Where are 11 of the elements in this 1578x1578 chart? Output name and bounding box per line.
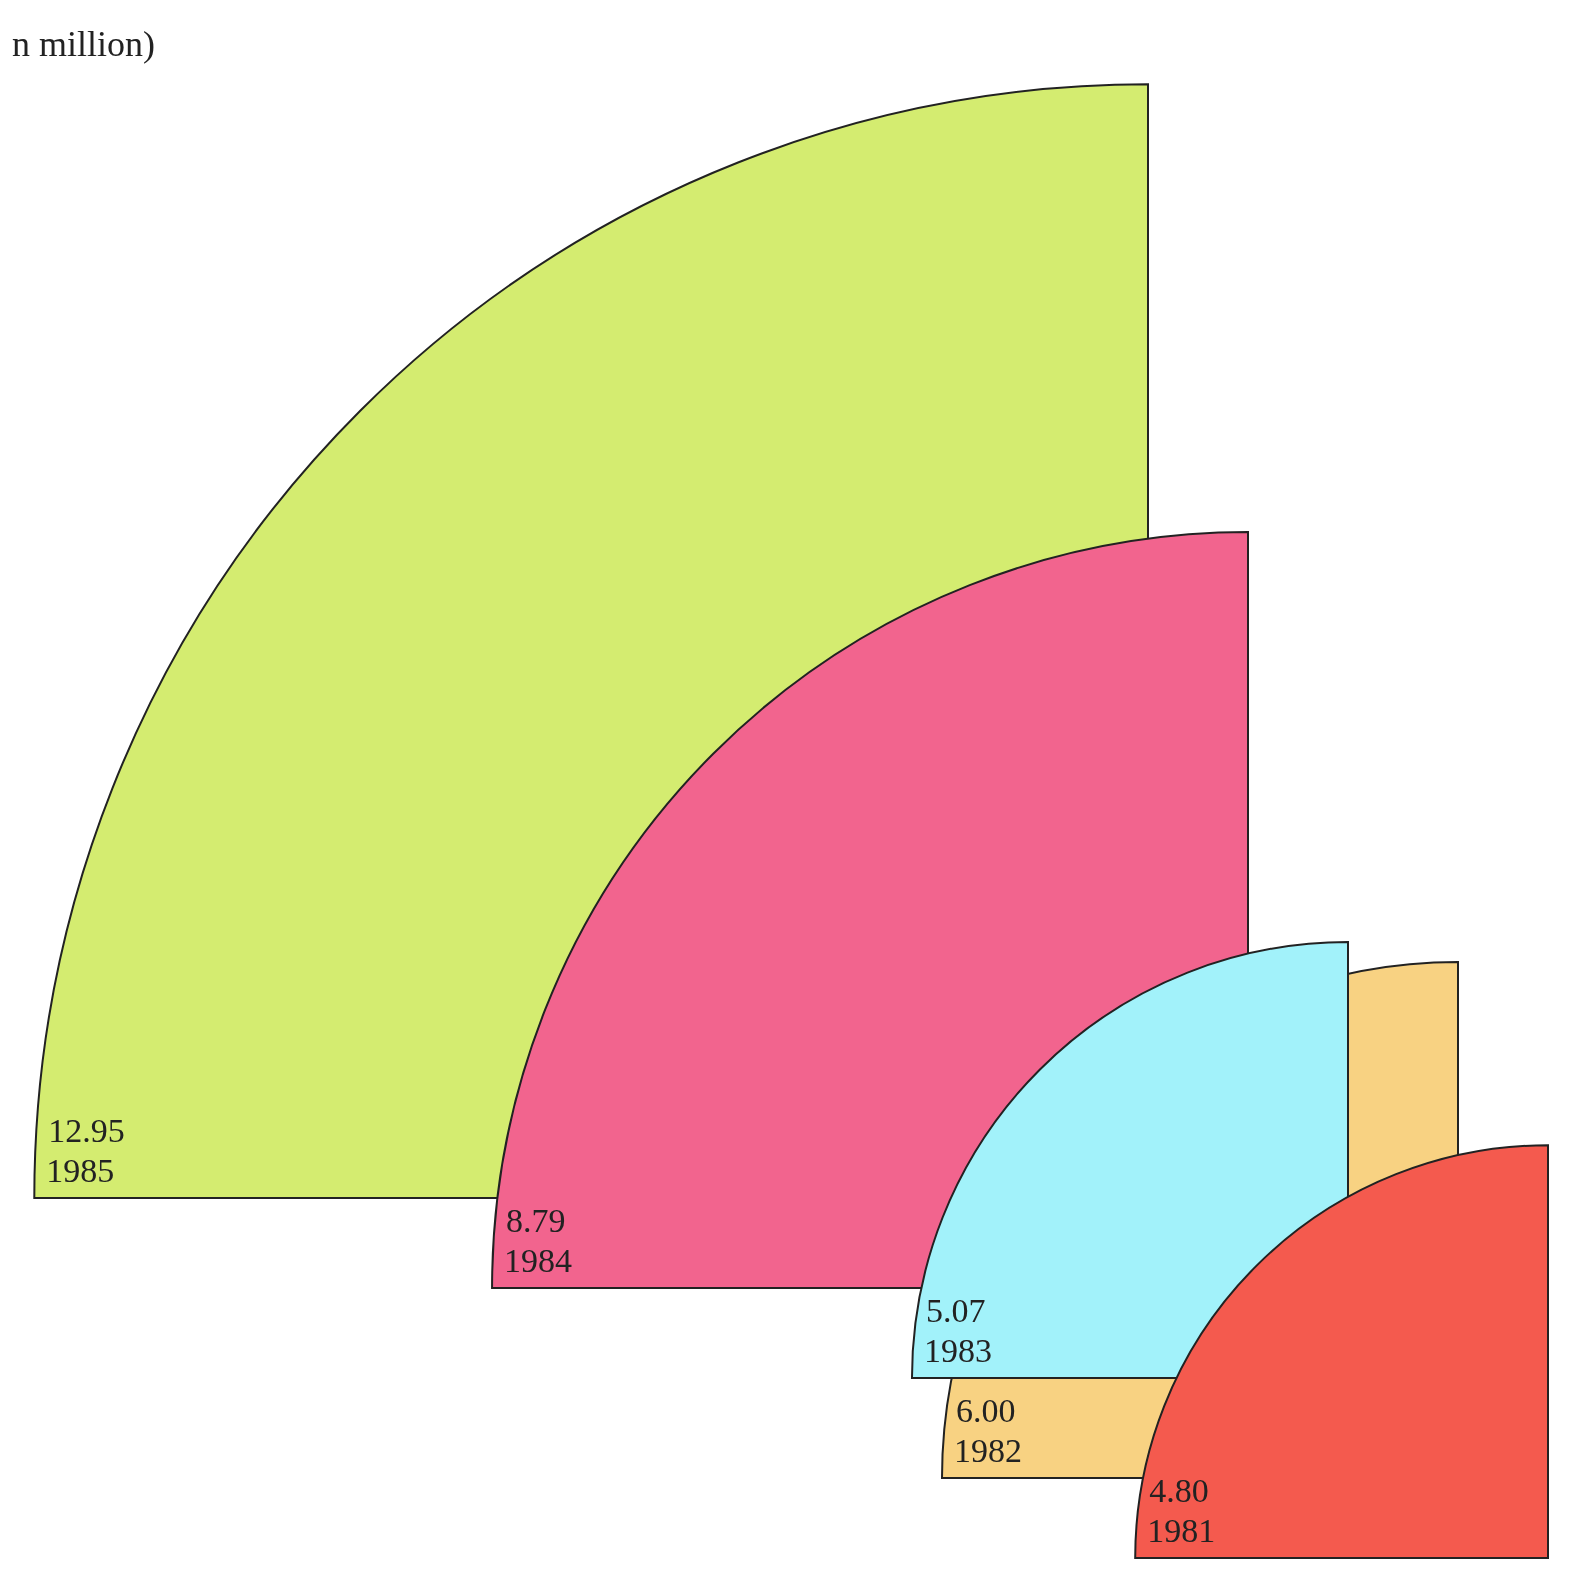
data-label: 4.80 [1149, 1472, 1209, 1509]
category-label: 1985 [46, 1152, 115, 1189]
category-label: 1984 [504, 1242, 573, 1279]
data-label: 5.07 [925, 1292, 986, 1329]
data-label: 12.95 [48, 1112, 125, 1149]
category-label: 1981 [1147, 1512, 1216, 1549]
category-label: 1982 [954, 1432, 1022, 1469]
text: n million) [12, 24, 155, 64]
data-label: 8.79 [506, 1202, 566, 1239]
data-label: 6.00 [956, 1392, 1016, 1429]
category-label: 1983 [923, 1332, 992, 1369]
